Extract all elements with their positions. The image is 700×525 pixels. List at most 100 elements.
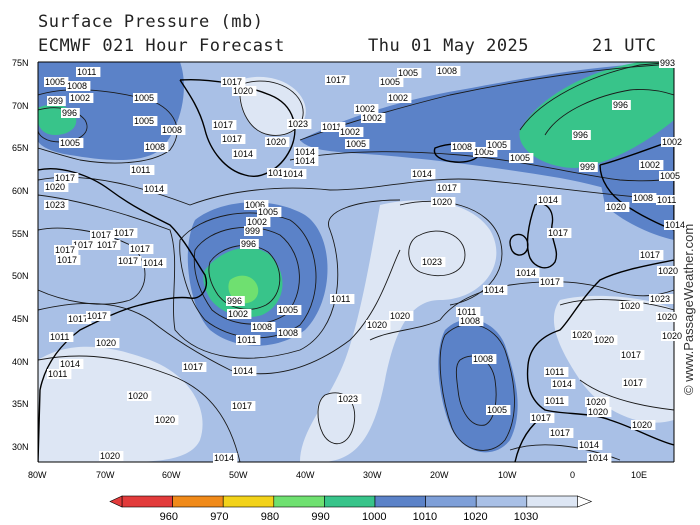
isobar-label: 1005 (277, 305, 302, 315)
svg-text:1017: 1017 (623, 378, 643, 388)
svg-text:996: 996 (613, 100, 628, 110)
isobar-label: 1002 (354, 104, 379, 114)
isobar-label: 996 (61, 108, 80, 118)
svg-text:1017: 1017 (326, 75, 346, 85)
svg-text:1023: 1023 (288, 119, 308, 129)
lat-label: 60N (12, 186, 29, 196)
legend-label: 1010 (413, 511, 437, 523)
isobar-label: 1014 (537, 195, 562, 205)
svg-text:1017: 1017 (87, 311, 107, 321)
isobar-label: 1011 (267, 168, 292, 178)
svg-text:1011: 1011 (50, 332, 69, 342)
svg-text:1011: 1011 (77, 67, 96, 77)
lat-label: 45N (12, 314, 29, 324)
svg-text:1011: 1011 (131, 165, 150, 175)
svg-text:1005: 1005 (134, 93, 154, 103)
isobar-label: 1017 (67, 314, 92, 324)
isobar-label: 1005 (59, 138, 84, 148)
svg-text:1005: 1005 (487, 140, 507, 150)
isobar-label: 1014 (142, 258, 167, 268)
longitude-labels: 80W 70W 60W 50W 40W 30W 20W 10W 0 10E (28, 470, 647, 480)
svg-text:1014: 1014 (552, 379, 572, 389)
isobar-label: 1011 (47, 369, 72, 379)
isobar-label: 1020 (389, 311, 414, 321)
svg-text:1002: 1002 (362, 113, 382, 123)
svg-text:1020: 1020 (657, 312, 677, 322)
isobar-label: 1014 (232, 149, 257, 159)
svg-text:1020: 1020 (658, 266, 678, 276)
lon-label: 0 (570, 470, 575, 480)
svg-text:996: 996 (573, 130, 588, 140)
svg-text:1014: 1014 (233, 366, 253, 376)
svg-text:1008: 1008 (278, 328, 298, 338)
svg-text:1005: 1005 (258, 207, 278, 217)
lat-label: 55N (12, 229, 29, 239)
svg-text:1002: 1002 (355, 104, 375, 114)
svg-text:1006: 1006 (245, 200, 265, 210)
svg-text:1017: 1017 (57, 255, 77, 265)
lon-label: 60W (162, 470, 181, 480)
isobar-label: 1002 (69, 93, 94, 103)
svg-text:1011: 1011 (331, 294, 350, 304)
svg-text:1023: 1023 (45, 200, 65, 210)
legend-swatch (425, 495, 477, 508)
isobar-label: 1017 (54, 245, 79, 255)
svg-text:1014: 1014 (484, 285, 504, 295)
isobar-label: 1011 (49, 332, 74, 342)
legend-swatch (273, 495, 325, 508)
isobar-label: 1020 (127, 391, 152, 401)
svg-text:1020: 1020 (606, 202, 626, 212)
isobar-label: 1002 (361, 113, 386, 123)
isobar-label: 1011 (456, 307, 481, 317)
isobar-label: 1017 (113, 228, 138, 238)
svg-text:1008: 1008 (252, 322, 272, 332)
svg-text:1020: 1020 (266, 137, 286, 147)
isobar-label: 1020 (631, 420, 656, 430)
svg-text:1014: 1014 (283, 169, 303, 179)
svg-text:1014: 1014 (516, 268, 536, 278)
isobar-label: 1014 (282, 169, 307, 179)
isobar-label: 993 (659, 58, 678, 68)
isobar-label: 1005 (257, 207, 282, 217)
svg-text:1020: 1020 (96, 338, 116, 348)
isobar-label: 1020 (585, 397, 610, 407)
svg-text:1005: 1005 (45, 77, 65, 87)
isobar-label: 1017 (530, 413, 555, 423)
svg-text:999: 999 (48, 96, 63, 106)
isobar-label: 1011 (544, 367, 569, 377)
lat-label: 40N (12, 357, 29, 367)
legend-label: 1000 (362, 511, 386, 523)
isobar-label: 1023 (337, 394, 362, 404)
isobar-label: 1002 (639, 160, 664, 170)
isobar-label: 1005 (345, 139, 370, 149)
watermark: © www.PassageWeather.com (681, 224, 696, 395)
svg-text:1017: 1017 (68, 314, 88, 324)
forecast-date: Thu 01 May 2025 (368, 36, 530, 56)
svg-text:1020: 1020 (367, 320, 387, 330)
isobar-label: 996 (226, 296, 245, 306)
isobar-label: 1017 (96, 240, 121, 250)
isobar-label: 1014 (143, 184, 168, 194)
svg-text:1017: 1017 (91, 230, 111, 240)
svg-text:1014: 1014 (233, 149, 253, 159)
svg-text:1005: 1005 (60, 138, 80, 148)
svg-text:1020: 1020 (100, 451, 120, 461)
svg-text:1011: 1011 (545, 396, 564, 406)
isobar-label: 1002 (246, 217, 271, 227)
isobar-label: 1005 (486, 140, 511, 150)
legend-label: 980 (261, 511, 279, 523)
svg-text:1017: 1017 (232, 401, 252, 411)
svg-text:1017: 1017 (548, 228, 568, 238)
svg-text:1020: 1020 (233, 86, 253, 96)
svg-text:1017: 1017 (118, 256, 138, 266)
isobar-label: 1014 (587, 453, 612, 463)
svg-text:1020: 1020 (128, 391, 148, 401)
svg-text:1008: 1008 (452, 142, 472, 152)
isobar-label: 1017 (221, 77, 246, 87)
isobar-label: 1020 (95, 338, 120, 348)
svg-text:1011: 1011 (48, 369, 67, 379)
isobar-label: 1014 (213, 453, 238, 463)
svg-text:1020: 1020 (45, 182, 65, 192)
isobar-label: 1008 (459, 316, 484, 326)
isobar-label: 1005 (44, 77, 69, 87)
